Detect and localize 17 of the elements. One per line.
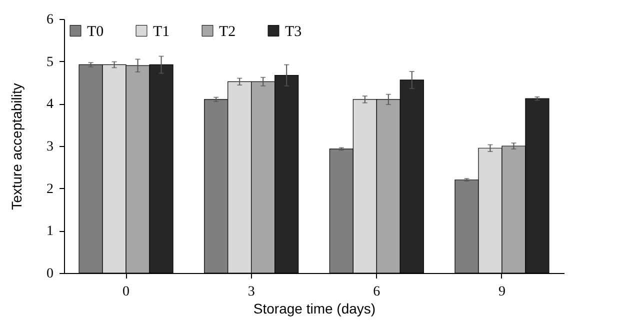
y-tick-label: 0	[46, 266, 54, 282]
y-tick-label: 1	[46, 224, 54, 240]
legend-label: T2	[219, 24, 236, 40]
x-tick-label: 6	[373, 284, 380, 300]
y-tick-label: 4	[46, 97, 54, 112]
x-tick-label: 9	[498, 284, 506, 300]
y-tick-label: 2	[46, 182, 54, 197]
legend-label: T1	[153, 24, 170, 40]
y-tick-label: 5	[46, 54, 54, 70]
x-tick-label: 0	[122, 284, 130, 300]
y-tick-label: 6	[46, 12, 54, 28]
legend-label: T0	[87, 24, 104, 40]
x-axis-title: Storage time (days)	[253, 300, 376, 316]
y-tick-label: 3	[46, 140, 54, 154]
legend-label: T3	[285, 24, 302, 40]
y-axis-title: Texture acceptability	[8, 83, 24, 210]
x-tick-label: 3	[248, 284, 255, 300]
